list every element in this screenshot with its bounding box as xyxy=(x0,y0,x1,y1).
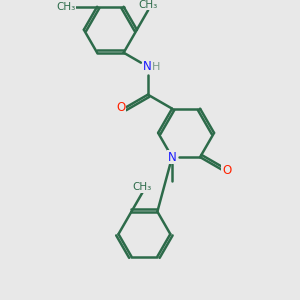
Text: CH₃: CH₃ xyxy=(139,0,158,10)
Text: O: O xyxy=(116,101,126,114)
Text: N: N xyxy=(168,151,176,164)
Text: O: O xyxy=(222,164,231,177)
Text: H: H xyxy=(152,62,160,72)
Text: N: N xyxy=(142,60,151,73)
Text: CH₃: CH₃ xyxy=(57,2,76,12)
Text: CH₃: CH₃ xyxy=(133,182,152,192)
